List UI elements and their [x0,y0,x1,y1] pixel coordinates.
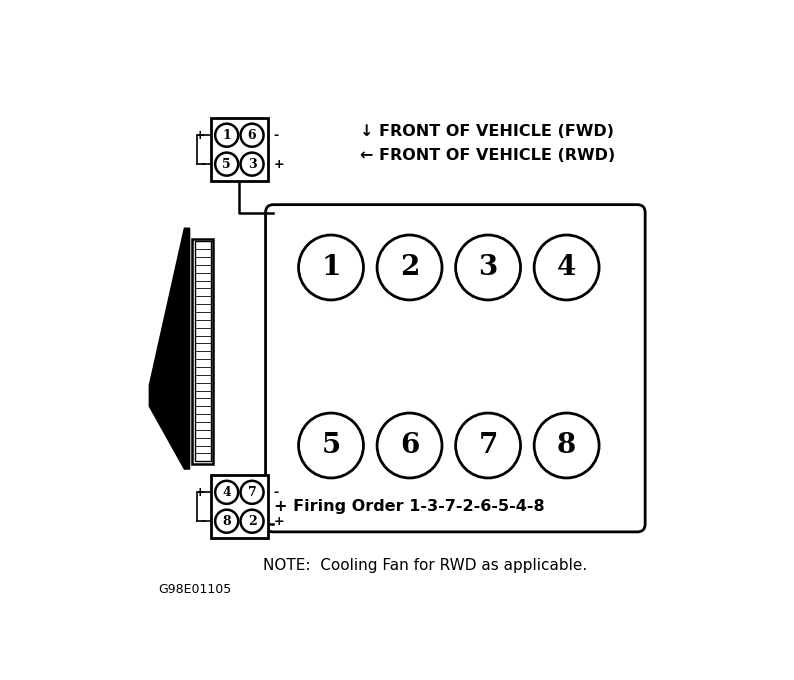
Circle shape [534,235,599,300]
Text: 5: 5 [222,158,231,171]
Bar [210,475,268,538]
Text: 8: 8 [222,515,231,528]
Circle shape [456,235,521,300]
Text: +: + [195,486,206,499]
Text: -: - [273,486,279,499]
Bar [195,241,210,461]
Text: 6: 6 [248,129,256,141]
Circle shape [241,481,264,504]
Text: ← FRONT OF VEHICLE (RWD): ← FRONT OF VEHICLE (RWD) [360,148,615,163]
Text: G98E01105: G98E01105 [158,583,232,596]
FancyBboxPatch shape [265,205,646,532]
Circle shape [215,481,238,504]
Text: 1: 1 [322,254,341,281]
Text: 1: 1 [222,129,231,141]
Bar [210,118,268,181]
Text: 3: 3 [479,254,498,281]
Bar [192,239,214,464]
Text: 3: 3 [248,158,256,171]
Text: 7: 7 [479,432,498,459]
Text: -: - [200,158,206,171]
Circle shape [299,235,364,300]
Text: + Firing Order 1-3-7-2-6-5-4-8: + Firing Order 1-3-7-2-6-5-4-8 [275,499,545,514]
Text: 7: 7 [248,486,256,499]
Text: NOTE:  Cooling Fan for RWD as applicable.: NOTE: Cooling Fan for RWD as applicable. [263,558,588,573]
Circle shape [241,152,264,175]
Text: 2: 2 [248,515,256,528]
Text: ↓ FRONT OF VEHICLE (FWD): ↓ FRONT OF VEHICLE (FWD) [360,124,614,139]
Text: +: + [273,158,284,171]
Circle shape [456,413,521,478]
Text: +: + [273,515,284,528]
Text: 8: 8 [557,432,576,459]
Circle shape [215,152,238,175]
Circle shape [241,510,264,532]
Circle shape [241,124,264,147]
Text: 4: 4 [222,486,231,499]
Circle shape [377,413,442,478]
Text: +: + [195,129,206,141]
Polygon shape [149,228,190,469]
Circle shape [215,124,238,147]
Text: -: - [273,129,279,141]
Circle shape [534,413,599,478]
Text: 2: 2 [400,254,419,281]
Circle shape [377,235,442,300]
Text: 6: 6 [400,432,419,459]
Circle shape [215,510,238,532]
Text: 5: 5 [322,432,341,459]
Circle shape [299,413,364,478]
Text: -: - [200,515,206,528]
Text: 4: 4 [557,254,576,281]
